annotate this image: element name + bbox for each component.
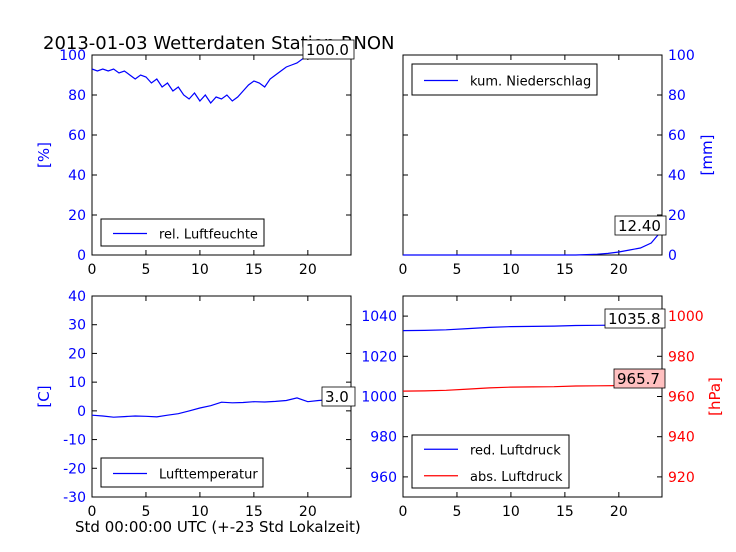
y-axis-label: [C] [35, 385, 53, 407]
legend-label: Lufttemperatur [159, 468, 258, 483]
y-tick-label: 100 [59, 48, 86, 64]
y-tick-label: 60 [68, 128, 86, 144]
x-tick-label: 10 [502, 262, 520, 278]
chart-humidity: 0 5 10 15 20 0 20 40 60 80 100 [%] rel. Luftfeuchte 1… [35, 39, 355, 278]
y-tick-label: 40 [68, 168, 86, 184]
y-tick-label: -20 [63, 461, 86, 477]
x-tick-label: 15 [245, 262, 263, 278]
legend: red. Luftdruck abs. Luftdruck [411, 434, 570, 489]
x-tick-label: 0 [399, 262, 408, 278]
x-tick-label: 0 [88, 262, 97, 278]
y-tick-label: 80 [68, 88, 86, 104]
y-tick-label: 1000 [361, 390, 397, 406]
legend-label: kum. Niederschlag [470, 75, 591, 90]
x-tick-label: 10 [502, 504, 520, 520]
annotation-label: 3.0 [325, 388, 349, 406]
y-axis-label: [mm] [698, 135, 716, 176]
annotation-box [614, 215, 667, 236]
legend-box [100, 457, 264, 488]
annotation-label: 100.0 [306, 41, 349, 59]
y-tick-label: 80 [668, 88, 686, 104]
y-tick-label: 20 [68, 346, 86, 362]
y-tick-label: -10 [63, 433, 86, 449]
y-tick-label: 1020 [361, 349, 397, 365]
annotation-label: 12.40 [618, 217, 661, 235]
y-right-tick-label: 960 [668, 390, 695, 406]
x-tick-label: 15 [245, 504, 263, 520]
x-tick-label: 0 [399, 504, 408, 520]
y-tick-label: 40 [68, 289, 86, 305]
y-tick-label: 960 [370, 470, 397, 486]
x-tick-label: 10 [191, 262, 209, 278]
x-tick-label: 20 [610, 262, 628, 278]
x-tick-label: 5 [141, 262, 150, 278]
legend-box [411, 434, 570, 489]
annotation-label: 1035.8 [608, 310, 661, 328]
legend-label: red. Luftdruck [470, 443, 561, 458]
annotation-label: 965.7 [617, 370, 660, 388]
y-tick-label: 1040 [361, 309, 397, 325]
x-tick-label: 5 [452, 262, 461, 278]
legend-label: abs. Luftdruck [470, 470, 563, 485]
x-tick-label: 20 [610, 504, 628, 520]
figure-xlabel: Std 00:00:00 UTC (+-23 Std Lokalzeit) [75, 518, 361, 536]
legend: Lufttemperatur [100, 457, 264, 488]
y-tick-label: 40 [668, 168, 686, 184]
annotation-box [302, 39, 355, 60]
legend-box [411, 63, 598, 96]
x-tick-label: 0 [88, 504, 97, 520]
chart-temperature: 0 5 10 15 20 -30 -20 -10 0 10 20 30 40 [C] Lufttempera… [35, 289, 356, 520]
annotation-box [604, 308, 666, 329]
y-right-axis-label: [hPa] [706, 377, 724, 416]
legend: kum. Niederschlag [411, 63, 598, 96]
y-tick-label: 60 [668, 128, 686, 144]
y-tick-label: 0 [77, 248, 86, 264]
series-line-0 [91, 54, 351, 104]
x-tick-label: 20 [299, 262, 317, 278]
y-right-tick-label: 940 [668, 430, 695, 446]
plot-frame [91, 54, 352, 256]
y-tick-label: 10 [68, 375, 86, 391]
y-tick-label: 30 [68, 318, 86, 334]
y-tick-label: 980 [370, 430, 397, 446]
legend-label: rel. Luftfeuchte [159, 228, 258, 243]
y-tick-label: 20 [668, 208, 686, 224]
chart-pressure: 0 5 10 15 20 960 980 1000 1020 1040 920 940 960 980 10… [361, 295, 724, 520]
x-tick-label: 5 [141, 504, 150, 520]
x-tick-label: 15 [556, 262, 574, 278]
annotation-box [321, 386, 356, 407]
chart-precip: 0 5 10 15 20 0 20 40 60 80 100 [mm] kum. Niederschla… [399, 48, 716, 278]
y-axis-label: [%] [35, 142, 53, 168]
y-tick-label: -30 [63, 490, 86, 506]
y-tick-label: 20 [68, 208, 86, 224]
annotation-box [613, 368, 666, 389]
legend: rel. Luftfeuchte [100, 218, 265, 247]
y-tick-label: 0 [77, 404, 86, 420]
y-right-tick-label: 1000 [668, 309, 704, 325]
x-tick-label: 10 [191, 504, 209, 520]
y-right-tick-label: 980 [668, 349, 695, 365]
x-tick-label: 5 [452, 504, 461, 520]
x-tick-label: 15 [556, 504, 574, 520]
y-right-tick-label: 920 [668, 470, 695, 486]
y-tick-label: 100 [668, 48, 695, 64]
series-line-0 [91, 397, 352, 418]
series-line-0 [403, 229, 663, 256]
y-tick-label: 0 [668, 248, 677, 264]
x-tick-label: 20 [299, 504, 317, 520]
legend-box [100, 218, 265, 247]
